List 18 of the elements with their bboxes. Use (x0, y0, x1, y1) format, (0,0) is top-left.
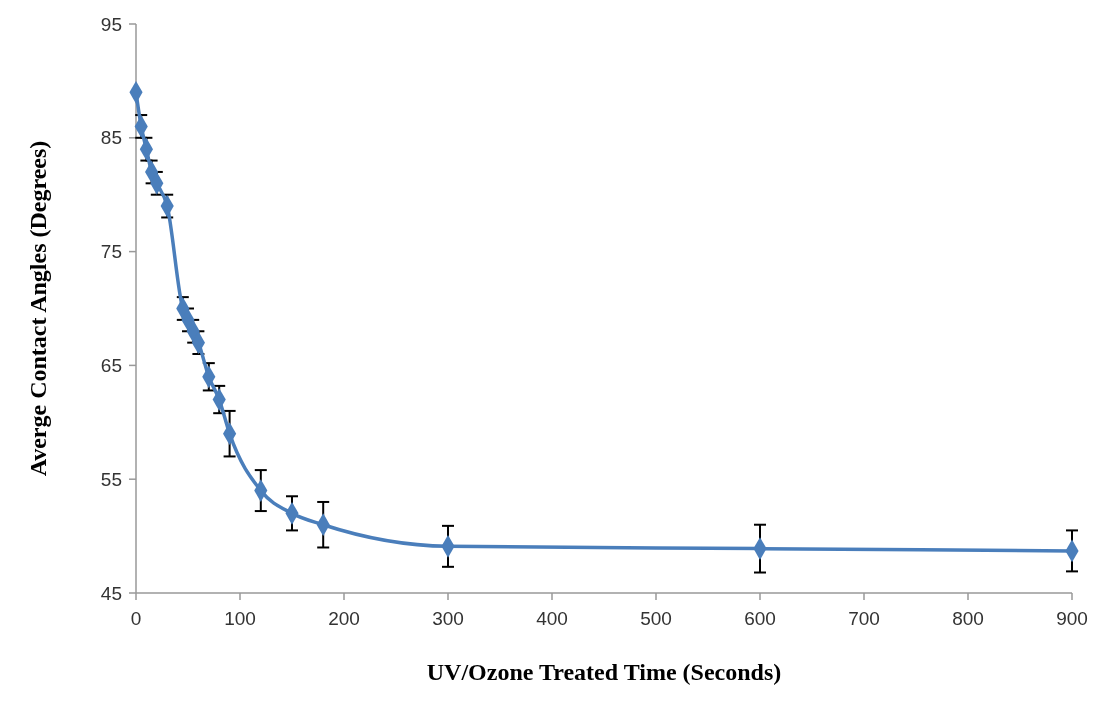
y-tick-label: 75 (100, 241, 122, 263)
y-tick-label: 85 (100, 127, 122, 149)
y-tick-label: 65 (100, 355, 122, 377)
y-axis-title: Averge Contact Angles (Degrees) (25, 140, 51, 477)
x-tick-label: 0 (130, 608, 142, 629)
x-tick-label: 600 (744, 608, 776, 629)
x-tick-label: 400 (536, 608, 568, 629)
x-axis-title: UV/Ozone Treated Time (Seconds) (426, 659, 782, 685)
y-tick-label: 45 (100, 582, 122, 604)
x-tick-label: 800 (952, 608, 984, 629)
x-tick-label: 100 (224, 608, 256, 629)
y-tick-label: 55 (100, 468, 122, 490)
x-tick-label: 300 (432, 608, 464, 629)
x-tick-label: 700 (848, 608, 880, 629)
x-tick-label: 200 (328, 608, 360, 629)
x-tick-label: 900 (1056, 608, 1088, 629)
y-tick-label: 95 (100, 13, 122, 35)
x-tick-label: 500 (640, 608, 672, 629)
